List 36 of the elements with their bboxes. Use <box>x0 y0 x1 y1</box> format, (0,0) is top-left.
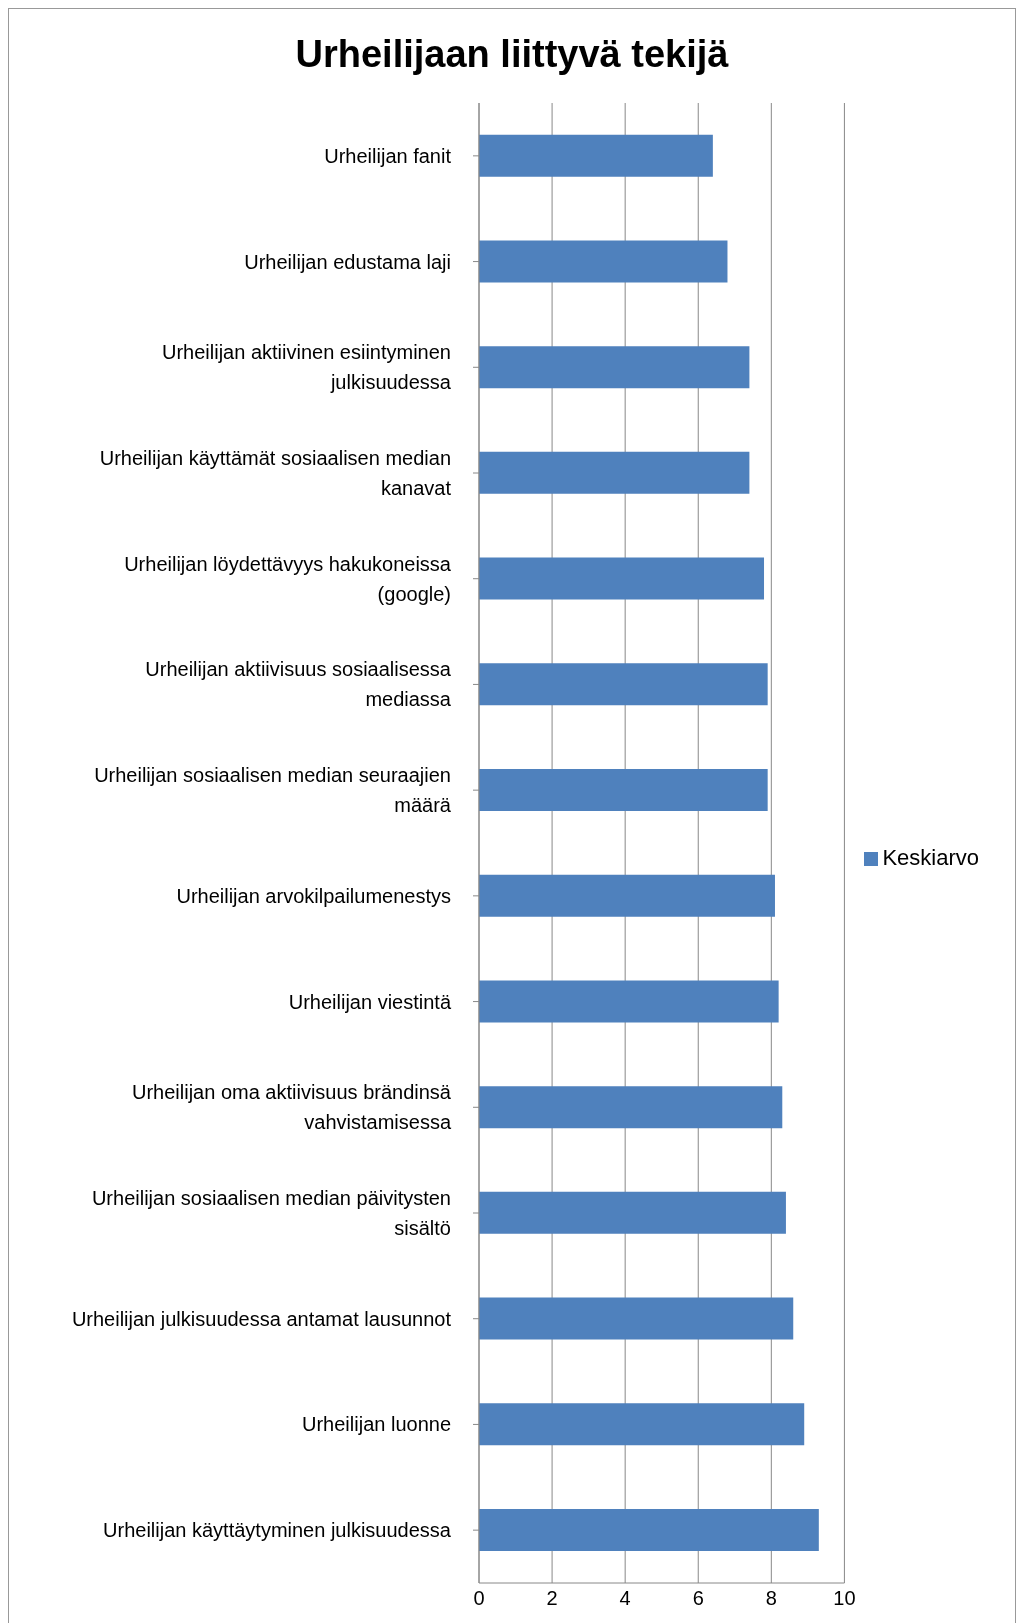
x-tick-label: 4 <box>619 1587 631 1610</box>
y-tick-label: Urheilijan viestintä <box>288 990 452 1013</box>
y-tick-label: Urheilijan aktiivinen esiintyminen julkisuudessa <box>161 341 452 394</box>
y-tick-label: Urheilijan edustama laji <box>244 250 451 273</box>
bar <box>479 451 750 494</box>
x-tick-label: 2 <box>546 1587 558 1610</box>
bar <box>479 1297 794 1340</box>
y-tick-label: Urheilijan luonne <box>302 1413 451 1436</box>
y-tick-label: Urheilijan käyttäytyminen julkisuudessa <box>103 1519 452 1542</box>
y-tick-label: Urheilijan fanit <box>324 144 452 167</box>
bar <box>479 240 728 283</box>
x-tick-label: 8 <box>765 1587 777 1610</box>
y-tick-label: Urheilijan julkisuudessa antamat lausunnot <box>71 1307 452 1330</box>
y-tick-label: Urheilijan aktiivisuus sosiaalisessa mediassa <box>145 658 452 711</box>
bar <box>479 1086 783 1129</box>
bar <box>479 663 768 706</box>
x-tick-label: 6 <box>692 1587 704 1610</box>
x-tick-label: 0 <box>473 1587 485 1610</box>
y-tick-label: Urheilijan arvokilpailumenestys <box>176 884 451 907</box>
bar <box>479 874 775 917</box>
bar <box>479 1509 819 1551</box>
y-tick-label: Urheilijan sosiaalisen median seuraajien määrä <box>94 764 452 817</box>
bar <box>479 1403 805 1446</box>
x-tick-label: 10 <box>833 1587 856 1610</box>
bar <box>479 557 765 600</box>
y-tick-label: Urheilijan käyttämät sosiaalisen median kanavat <box>99 447 452 499</box>
y-tick-label: Urheilijan oma aktiivisuus brändinsä vahvistamisessa <box>131 1081 452 1134</box>
bar <box>479 134 713 177</box>
chart-title: Urheilijaan liittyvä tekijä <box>294 32 730 77</box>
bar <box>479 346 750 389</box>
y-tick-label: Urheilijan sosiaalisen median päivitysten sisältö <box>91 1187 451 1239</box>
bar <box>479 1191 786 1234</box>
bar <box>479 769 768 811</box>
legend-label: Keskiarvo <box>882 845 979 870</box>
y-tick-label: Urheilijan löydettävyys hakukoneissa (google) <box>124 552 452 605</box>
bar <box>479 980 779 1023</box>
